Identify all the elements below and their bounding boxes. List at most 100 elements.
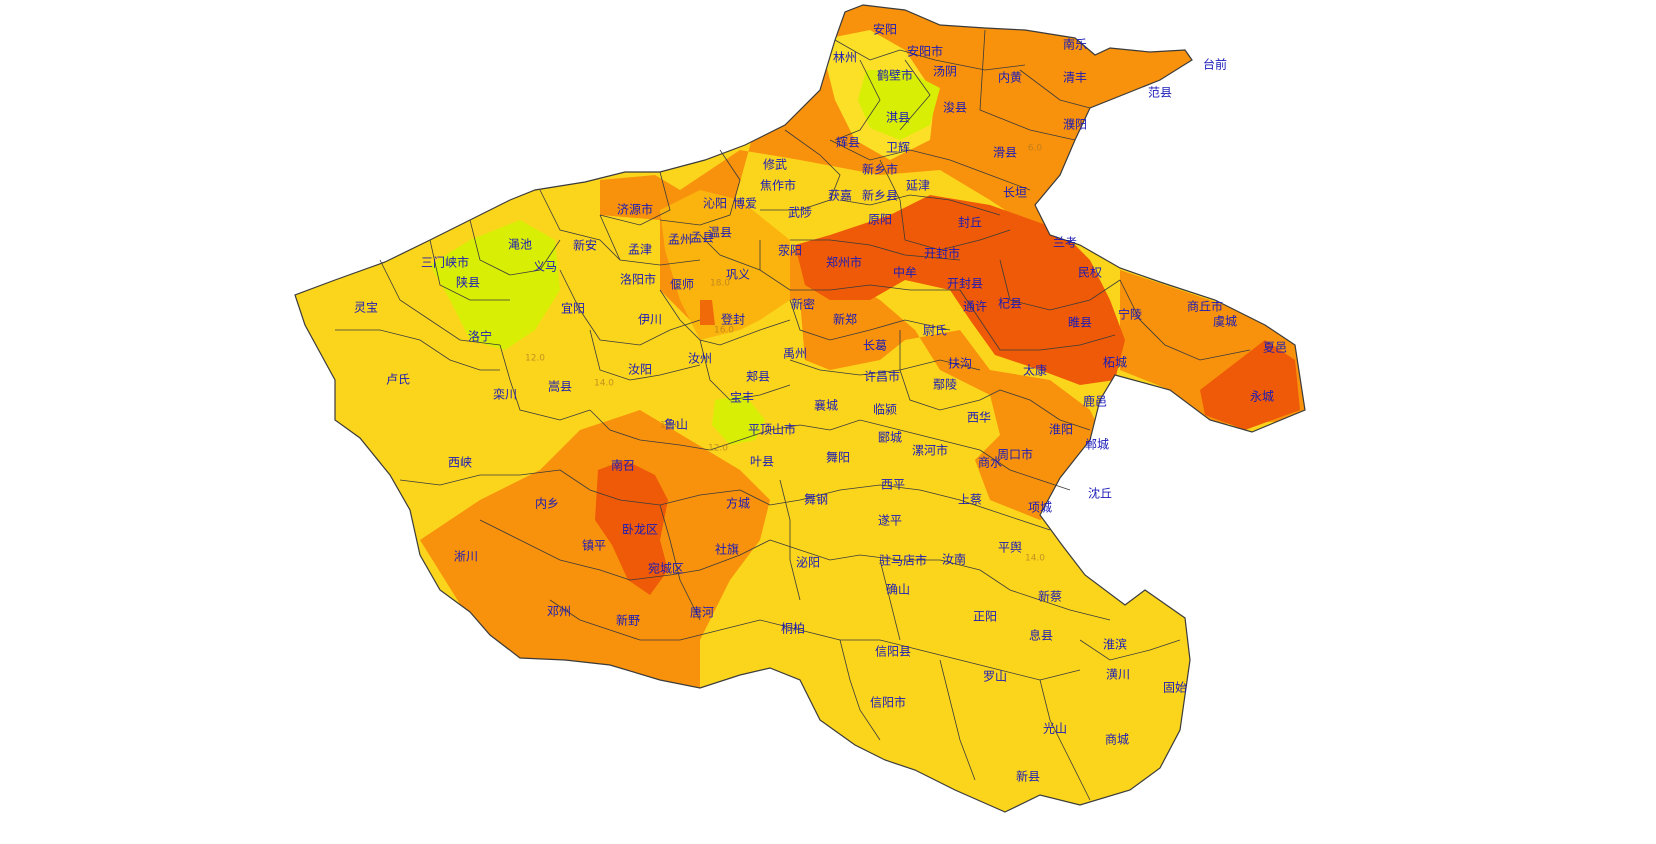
county-label: 长垣 — [1003, 186, 1027, 200]
county-label: 安阳 — [873, 22, 897, 37]
county-label: 宛城区 — [648, 561, 684, 576]
county-label: 兰考 — [1053, 236, 1077, 250]
county-label: 获嘉 — [828, 189, 852, 203]
county-label: 郏县 — [746, 370, 770, 384]
county-border — [959, 289, 1116, 351]
county-label: 临颍 — [873, 403, 897, 417]
county-label: 新乡市 — [862, 162, 898, 177]
county-label: 西华 — [967, 411, 991, 425]
county-label: 宁陵 — [1118, 307, 1142, 322]
county-label: 商城 — [1105, 732, 1129, 747]
county-label: 淮滨 — [1103, 637, 1127, 652]
county-border — [599, 171, 671, 226]
county-labels: 安阳安阳市 林州汤阴 鹤壁市淇县 浚县 内黄 清丰 南乐濮阳 范县 台前辉县 卫辉 滑县新乡市延津长… — [354, 22, 1287, 784]
county-label: 汝南 — [942, 552, 966, 567]
isoline-labels: 6.0 12.0 16.0 16.0 18.0 12.0 14.0 14.0 — [525, 144, 1045, 564]
county-label: 开封县 — [947, 277, 983, 291]
county-label: 漯河市 — [912, 443, 948, 458]
county-label: 偃师 — [670, 277, 694, 292]
county-label: 渑池 — [508, 238, 532, 252]
county-border — [589, 329, 701, 381]
county-border — [834, 39, 1026, 71]
county-label: 温县 — [708, 226, 732, 240]
county-label: 邓州 — [547, 605, 571, 619]
county-label: 信阳县 — [875, 645, 911, 659]
county-border — [589, 409, 711, 451]
county-border — [479, 519, 631, 581]
fill-zone — [600, 5, 1200, 520]
county-label: 嵩县 — [548, 380, 572, 394]
county-label: 洛宁 — [468, 329, 492, 344]
county-label: 卢氏 — [386, 372, 410, 387]
county-border — [789, 299, 951, 341]
county-label: 西平 — [881, 478, 905, 492]
county-label: 博爱 — [733, 196, 757, 211]
county-label: 清丰 — [1063, 71, 1087, 85]
county-label: 汤阴 — [933, 65, 957, 79]
county-label: 淅川 — [454, 549, 478, 564]
county-label: 襄城 — [814, 398, 838, 413]
county-label: 淇县 — [886, 111, 910, 125]
county-border — [1019, 69, 1091, 109]
county-label: 周口市 — [997, 447, 1033, 462]
county-border — [699, 234, 761, 271]
county-label: 陕县 — [456, 275, 480, 290]
county-label: 潢川 — [1106, 668, 1130, 682]
county-label: 鹤壁市 — [877, 68, 913, 83]
county-label: 太康 — [1023, 363, 1047, 378]
isoline-value: 14.0 — [1025, 554, 1045, 564]
isoline-value: 6.0 — [1028, 144, 1043, 154]
county-border — [559, 469, 741, 506]
county-label: 孟县 — [690, 231, 714, 245]
county-label: 辉县 — [836, 136, 860, 150]
county-label: 三门峡市 — [421, 255, 469, 270]
county-label: 泌阳 — [796, 556, 820, 570]
county-label: 孟津 — [628, 243, 652, 257]
county-border — [469, 219, 561, 276]
isoline-value: 12.0 — [708, 444, 728, 454]
county-label: 确山 — [886, 583, 910, 597]
county-label: 方城 — [726, 496, 750, 511]
county-border — [999, 259, 1121, 311]
county-label: 内黄 — [998, 71, 1022, 85]
county-border — [839, 194, 1001, 216]
county-label: 林州 — [833, 51, 857, 65]
county-border — [839, 639, 881, 741]
county-border — [659, 149, 741, 226]
county-label: 开封市 — [924, 246, 960, 261]
county-label: 商丘市 — [1187, 299, 1223, 314]
county-label: 唐河 — [690, 605, 714, 620]
county-label: 栾川 — [493, 387, 517, 402]
county-label: 沈丘 — [1088, 486, 1112, 501]
county-label: 新县 — [1016, 769, 1040, 784]
county-label: 原阳 — [868, 213, 892, 227]
county-border — [1079, 639, 1181, 661]
county-label: 巩义 — [726, 268, 750, 282]
county-label: 柘城 — [1103, 356, 1127, 370]
county-border — [699, 339, 791, 401]
fill-zone — [712, 395, 765, 445]
county-label: 新乡县 — [862, 188, 898, 203]
county-label: 息县 — [1029, 628, 1053, 643]
county-label: 商水 — [978, 455, 1002, 470]
county-border — [979, 29, 1076, 141]
county-label: 伊川 — [638, 313, 662, 327]
county-label: 郑州市 — [826, 255, 862, 270]
county-label: 舞阳 — [826, 451, 850, 465]
county-label: 范县 — [1148, 86, 1172, 100]
county-border — [379, 259, 501, 346]
county-label: 孟州 — [668, 233, 692, 247]
county-label: 焦作市 — [760, 178, 796, 193]
county-label: 罗山 — [983, 670, 1007, 684]
county-label: 登封 — [721, 312, 745, 327]
county-label: 封丘 — [958, 216, 982, 230]
county-label: 尉氏 — [923, 323, 947, 338]
fill-zone — [858, 70, 940, 140]
county-label: 虞城 — [1213, 315, 1237, 329]
county-label: 延津 — [906, 179, 930, 193]
county-label: 修武 — [763, 157, 787, 172]
county-label: 南乐 — [1063, 37, 1087, 52]
fill-zone — [595, 460, 668, 595]
